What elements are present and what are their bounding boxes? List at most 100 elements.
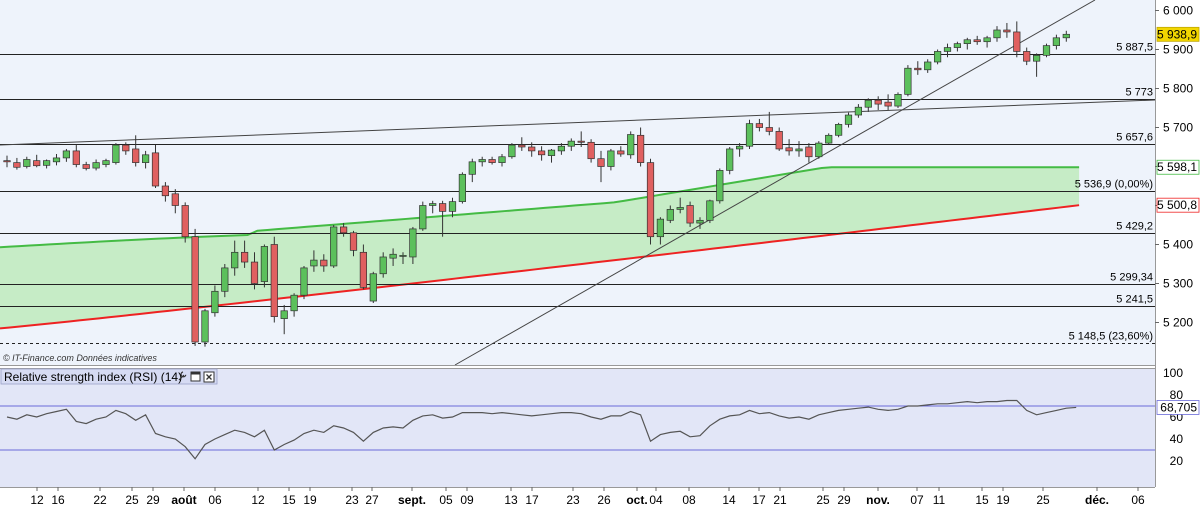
candle-body-up	[92, 162, 100, 169]
candle	[983, 35, 991, 48]
candle	[102, 158, 110, 168]
candle	[676, 197, 684, 214]
candle	[379, 252, 387, 278]
candle-body-down	[597, 158, 605, 167]
candle	[181, 202, 189, 243]
candle	[914, 61, 922, 75]
last-price-box	[1156, 26, 1200, 42]
maximize-icon[interactable]	[190, 371, 201, 382]
candle-body-up	[953, 43, 962, 48]
candle	[448, 197, 457, 218]
candle	[785, 139, 793, 156]
candle-body-up	[963, 39, 971, 44]
candle	[537, 146, 546, 161]
y-tick-label: 5 200	[1163, 316, 1193, 330]
candle-body-up	[280, 310, 288, 319]
candle-body-up	[23, 159, 31, 167]
level-label: 5 887,5	[1116, 42, 1153, 54]
ma-long-value-box	[1156, 197, 1200, 213]
candle	[953, 41, 962, 52]
candle-body-up	[300, 267, 308, 296]
candle-body-down	[884, 101, 892, 107]
candle	[726, 147, 734, 175]
candle-body-up	[429, 203, 437, 206]
ma-band-fill	[0, 167, 1080, 329]
candle-body-down	[270, 244, 278, 318]
rsi-header-label: Relative strength index (RSI) (14)	[4, 370, 182, 384]
x-date-label: 29	[146, 493, 160, 507]
candle-body-down	[775, 131, 783, 150]
candle	[706, 199, 714, 224]
candle	[349, 230, 358, 257]
candle-body-up	[102, 160, 110, 165]
candle	[201, 308, 209, 347]
y-tick-label: 5 400	[1163, 238, 1193, 252]
ma-band-layer	[0, 166, 1080, 330]
candle-body-up	[706, 200, 714, 221]
candle-body-down	[340, 226, 348, 234]
candle-body-down	[874, 99, 882, 105]
candle-body-down	[686, 205, 694, 224]
x-date-label: 11	[933, 493, 946, 507]
candle	[1062, 30, 1070, 42]
candle-body-up	[854, 106, 863, 116]
candle-body-up	[795, 148, 803, 152]
candle	[567, 138, 575, 151]
close-icon[interactable]	[203, 371, 215, 383]
candle	[993, 26, 1001, 42]
candle	[191, 228, 199, 346]
candle-body-down	[528, 146, 536, 152]
candle	[547, 148, 556, 163]
candle	[62, 148, 71, 162]
support-resistance-layer: 5 887,5 5 773 5 657,6 5 536,9 (0,00%) 5 429,…	[0, 42, 1155, 344]
candle-body-down	[537, 150, 546, 156]
candle-body-up	[112, 144, 120, 163]
candle	[458, 172, 466, 204]
candle	[399, 252, 407, 264]
candle-body-up	[399, 255, 407, 257]
candle	[508, 143, 516, 159]
candle	[300, 265, 308, 300]
x-date-label: 06	[1131, 493, 1145, 507]
candle-body-up	[943, 47, 952, 52]
candle	[1023, 47, 1031, 66]
x-date-label: 29	[837, 493, 851, 507]
candle	[13, 157, 21, 170]
candle-body-down	[161, 185, 169, 197]
x-date-label: 17	[525, 493, 539, 507]
level-label: 5 241,5	[1116, 294, 1153, 306]
x-date-label: 08	[682, 493, 696, 507]
rsi-last-box	[1156, 400, 1200, 415]
candle	[409, 226, 417, 264]
candle	[369, 271, 377, 303]
rsi-tick-label: 40	[1170, 432, 1184, 446]
candle-body-up	[666, 209, 674, 221]
x-date-label: 15	[282, 493, 296, 507]
candle	[874, 96, 882, 110]
x-date-label: 25	[816, 493, 830, 507]
x-month-label: oct.	[626, 493, 647, 507]
x-date-label: 25	[1036, 493, 1050, 507]
candle-body-down	[518, 144, 526, 148]
candle	[419, 201, 427, 231]
candle-body-up	[547, 149, 556, 156]
candle	[290, 293, 298, 317]
candle-body-up	[221, 267, 229, 292]
x-date-label: 16	[51, 493, 65, 507]
candle	[864, 98, 872, 112]
candle-body-down	[587, 141, 595, 160]
wrench-icon[interactable]	[178, 371, 187, 381]
rsi-tick-label: 80	[1170, 388, 1184, 402]
candle	[607, 148, 615, 171]
candle	[617, 146, 625, 157]
x-date-label: 15	[975, 493, 989, 507]
candle	[92, 159, 100, 171]
level-label: 5 657,6	[1116, 132, 1153, 144]
level-label: 5 299,34	[1110, 272, 1153, 284]
candle	[42, 159, 51, 169]
candle-body-up	[716, 170, 724, 202]
ma-short-value-label: 5 598,1	[1157, 160, 1197, 174]
candle	[646, 158, 655, 245]
candle-body-down	[636, 134, 645, 163]
